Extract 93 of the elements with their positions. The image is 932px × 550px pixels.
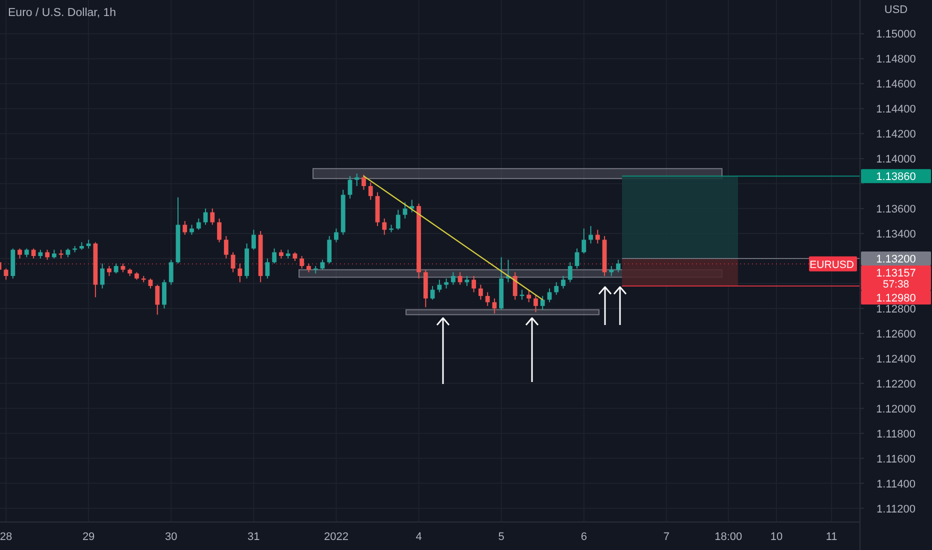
candlestick xyxy=(478,284,483,300)
x-tick-label: 28 xyxy=(0,531,12,543)
y-tick-label: 1.13400 xyxy=(876,228,916,241)
candlestick xyxy=(520,289,524,300)
candlestick xyxy=(251,229,256,250)
candlestick xyxy=(114,263,118,274)
y-tick-label: 1.12000 xyxy=(876,403,916,416)
x-tick-label: 11 xyxy=(826,531,838,543)
candlestick xyxy=(168,259,174,286)
x-tick-label: 30 xyxy=(165,531,178,543)
candlestick xyxy=(107,265,112,276)
y-tick-label: 1.14600 xyxy=(876,78,916,91)
y-tick-label: 1.14800 xyxy=(876,54,916,66)
candlestick xyxy=(162,279,166,309)
candlestick xyxy=(588,226,593,244)
candlestick xyxy=(300,256,304,269)
candlestick xyxy=(327,236,332,264)
y-tick-label: 1.13600 xyxy=(876,204,916,216)
candlestick xyxy=(458,272,462,286)
candlestick xyxy=(492,298,497,314)
ref-line-label: 1.13860 xyxy=(876,171,916,184)
x-tick-label: 18:00 xyxy=(714,531,742,543)
x-tick-label: 31 xyxy=(248,531,260,543)
candlestick xyxy=(190,224,194,236)
candlestick xyxy=(444,278,448,289)
candlestick xyxy=(534,294,538,313)
candlestick xyxy=(217,218,222,243)
candlestick xyxy=(354,173,360,187)
x-tick-label: 6 xyxy=(580,531,587,543)
candlestick xyxy=(554,282,559,296)
candlestick xyxy=(368,182,373,200)
candlestick xyxy=(320,259,325,270)
y-tick-label: 1.15000 xyxy=(876,28,916,41)
candlestick xyxy=(437,279,442,293)
candlestick xyxy=(472,275,476,293)
text: Euro / U.S. Dollar, 1h xyxy=(8,7,116,19)
y-tick-label: 1.12200 xyxy=(876,378,916,390)
y-tick-label: 1.12600 xyxy=(876,328,916,340)
candlestick xyxy=(334,228,338,243)
candlestick xyxy=(348,176,352,200)
candlestick xyxy=(100,263,105,289)
candlestick xyxy=(155,284,160,316)
x-tick-label: 29 xyxy=(82,531,95,543)
candlestick xyxy=(526,289,532,303)
y-tick-label: 1.11600 xyxy=(876,453,916,466)
candlestick xyxy=(485,292,490,306)
candlestick xyxy=(224,236,228,259)
candlestick xyxy=(402,202,408,220)
candlestick xyxy=(450,272,456,286)
ref-line-label: 1.13157 xyxy=(876,268,916,280)
candlestick xyxy=(362,174,366,190)
y-tick-label: 1.12400 xyxy=(876,353,916,366)
candlestick xyxy=(616,259,620,273)
text: 57:38 xyxy=(882,278,910,290)
candlestick xyxy=(540,295,545,310)
candlestick xyxy=(196,218,201,230)
candlestick xyxy=(464,275,470,286)
ref-line-label: 1.12980 xyxy=(876,292,916,304)
x-tick-label: 7 xyxy=(663,531,670,543)
candlestick xyxy=(568,262,572,283)
candlestick xyxy=(561,275,566,289)
candlestick xyxy=(272,248,277,264)
candlestick xyxy=(18,248,22,259)
annotation: EURUSD xyxy=(810,258,854,271)
y-tick-label: 1.14400 xyxy=(876,104,916,116)
candlestick xyxy=(238,263,242,283)
candlestick xyxy=(382,218,387,236)
y-axis-title: USD xyxy=(884,4,908,16)
candlestick xyxy=(512,272,518,300)
y-tick-label: 1.11200 xyxy=(876,503,916,516)
y-tick-label: 1.14000 xyxy=(876,154,916,166)
candlestick xyxy=(210,208,215,226)
candlestick xyxy=(430,285,435,300)
candlestick xyxy=(148,278,153,289)
candlestick xyxy=(45,249,50,260)
x-tick-label: 5 xyxy=(498,531,504,543)
candlestick xyxy=(265,258,270,279)
y-tick-label: 1.14200 xyxy=(876,128,916,141)
candlestick xyxy=(547,288,552,303)
candlestick xyxy=(182,220,188,236)
candlestick xyxy=(609,265,614,276)
candlestick xyxy=(595,229,600,244)
candlestick xyxy=(4,268,8,280)
candlestick xyxy=(396,209,400,230)
x-tick-label: 4 xyxy=(416,531,422,543)
y-tick-label: 1.11400 xyxy=(876,478,916,490)
x-tick-label: 2022 xyxy=(324,531,348,543)
y-tick-label: 1.12800 xyxy=(876,303,916,316)
y-tick-label: 1.11800 xyxy=(876,428,916,440)
x-tick-label: 10 xyxy=(770,531,783,543)
candlestick xyxy=(582,228,586,254)
ref-line-label: 1.13200 xyxy=(876,254,916,266)
candlestick xyxy=(203,208,208,226)
